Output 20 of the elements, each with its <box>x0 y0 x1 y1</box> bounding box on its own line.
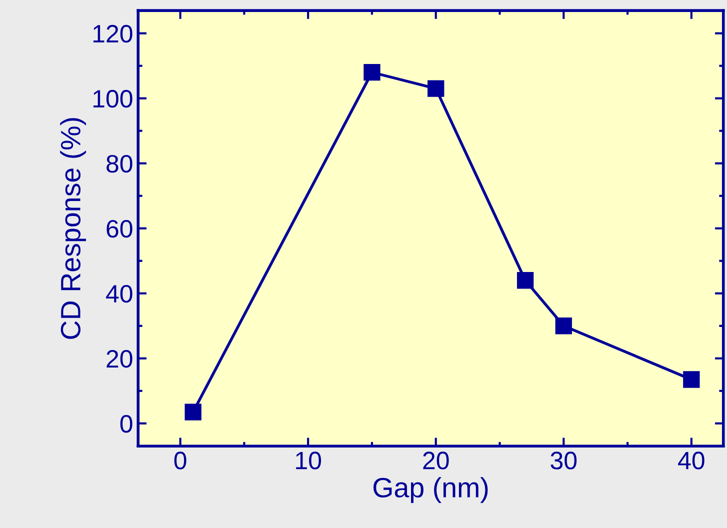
point <box>683 371 700 388</box>
y-tick-label: 0 <box>120 415 132 433</box>
point <box>364 64 380 81</box>
x-tick-label: 10 <box>296 452 322 470</box>
x-tick-label: 40 <box>678 452 704 470</box>
point <box>516 272 534 289</box>
x-tick-label: 30 <box>550 452 577 470</box>
y-tick-label: 100 <box>93 90 132 108</box>
y-tick-label: 40 <box>106 284 132 303</box>
x-axis-title: Gap (nm) <box>373 477 488 503</box>
y-tick-label: 120 <box>93 24 132 43</box>
y-axis-title: CD Response (%) <box>60 118 86 339</box>
point <box>184 404 202 420</box>
y-tick-label: 20 <box>106 350 132 368</box>
point <box>428 80 444 97</box>
point <box>555 318 572 334</box>
y-tick-label: 60 <box>106 220 132 238</box>
x-tick-label: 0 <box>174 452 186 470</box>
x-tick-label: 20 <box>423 452 449 470</box>
y-tick-label: 80 <box>106 154 132 173</box>
